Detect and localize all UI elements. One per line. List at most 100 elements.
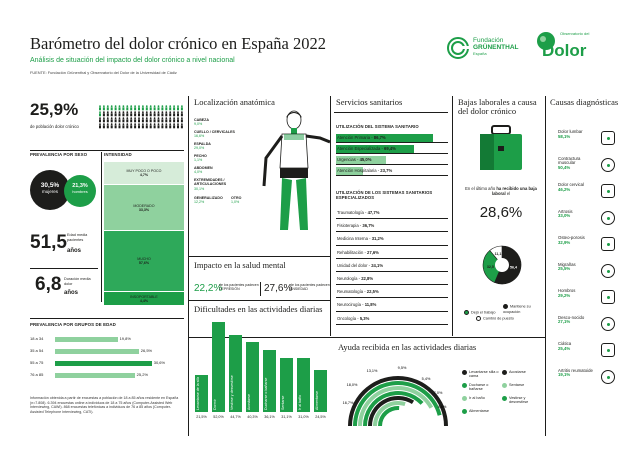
women-value: 30,5% mujeres: [40, 182, 60, 194]
help-legend-item: Vestirse y desvestirse: [502, 396, 542, 405]
service-bar: [336, 134, 434, 142]
person-icon: [149, 111, 152, 117]
person-icon: [180, 111, 183, 117]
page-subtitle: Análisis de situación del impacto del do…: [30, 57, 235, 64]
location-label: PECHO: [194, 154, 207, 158]
legend-label: Acostarse: [509, 370, 526, 374]
location-value: 29,0%: [194, 146, 205, 151]
depression-label: de los pacientes padecen DEPRESIÓN: [219, 283, 259, 292]
person-icon: [149, 117, 152, 123]
cause-highlight: [607, 243, 610, 246]
cause-highlight: [607, 296, 610, 299]
men-value: 21,3% hombres: [72, 183, 88, 194]
service-value: 47,7%: [367, 210, 380, 215]
cause-highlight: [607, 349, 610, 352]
age-group-label: 55 a 75: [30, 360, 44, 365]
difficulty-value: 31,0%: [298, 415, 309, 419]
person-icon: [99, 117, 101, 123]
leave-legend-item: Dejó el trabajo: [464, 309, 503, 316]
person-icon: [134, 111, 137, 117]
age-group-value: 26,5%: [140, 348, 153, 353]
person-icon: [106, 105, 109, 111]
cause-value: 33,0%: [558, 213, 571, 219]
help-radial-chart: 16,7% 18,0% 13,1% 9,5% 5,4% 7,0% 4,6%: [343, 366, 448, 426]
legend-dot: [462, 383, 467, 388]
service-value: 24,1%: [371, 262, 384, 268]
service-value: 23,7%: [380, 168, 393, 173]
depression-value: 22,2%: [194, 283, 223, 294]
help-arc: [373, 401, 406, 426]
age-group-row: 76 a 85 25,2%: [30, 371, 186, 380]
intensity-blocks: MUY POCO O POCO 4,7% MODERADO 33,3% MUCHO 57,…: [104, 162, 184, 305]
cause-item: Dolor cervical 46,2%: [558, 182, 598, 193]
row-divider: [188, 300, 330, 301]
help-value: 13,1%: [367, 369, 378, 373]
cause-item: Artrosis 33,0%: [558, 209, 598, 220]
person-icon: [118, 123, 121, 129]
person-icon: [102, 105, 105, 111]
difficulty-label: Dormir: [212, 399, 217, 410]
person-icon: [99, 111, 101, 117]
cause-highlight: [607, 137, 610, 140]
person-icon: [149, 123, 152, 129]
location-label: EXTREMIDADES / ARTICULACIONES: [194, 178, 227, 187]
grunenthal-logo-text: Fundación GRÜNENTHAL España: [473, 37, 519, 56]
legend-label: Ducharse o bañarse: [469, 383, 489, 392]
cause-body-icon: [601, 210, 615, 225]
women-circle: [30, 170, 70, 210]
donut-hole: [495, 258, 509, 272]
causes-title: Causas diagnósticas: [550, 97, 619, 107]
donut-label: 32,5: [487, 265, 494, 269]
service-row: Urgencias - 45,0%: [336, 156, 448, 165]
location-value: 4,0%: [194, 170, 203, 175]
cause-highlight: [607, 269, 610, 273]
person-icon: [106, 111, 109, 117]
help-title: Ayuda recibida en las actividades diaria…: [338, 342, 477, 352]
help-legend-item: Levantarse silla o cama: [462, 370, 502, 379]
help-value: 18,0%: [347, 383, 358, 387]
prevalence-label: de población dolor crónico: [30, 124, 79, 129]
location-item: PECHO 1,1%: [194, 154, 252, 163]
person-icon: [134, 117, 137, 123]
person-icon: [106, 123, 109, 129]
sick-leave-value: 28,6%: [479, 204, 523, 221]
age-group-bar: [55, 337, 118, 342]
person-icon: [126, 105, 129, 111]
donut-label: 56,4: [510, 266, 517, 270]
location-item: ESPALDA 29,0%: [194, 142, 252, 151]
service-name: Unidad del dolor -: [337, 262, 372, 268]
difficulty-bar: Levantarse de la silla o la cama: [195, 374, 208, 412]
person-icon: [169, 105, 172, 111]
age-group-label: 18 a 34: [30, 336, 44, 341]
legend-dot: [462, 396, 467, 401]
briefcase-icon: [480, 125, 522, 170]
location-value: 16,6%: [194, 134, 205, 139]
person-icon: [145, 105, 148, 111]
row-divider: [30, 318, 184, 319]
cause-item: Artritis reumatoide 19,1%: [558, 368, 598, 379]
service-value: 69,4%: [384, 146, 396, 151]
person-icon: [126, 123, 129, 129]
difficulty-label: Ir al baño: [297, 395, 302, 410]
person-icon: [138, 111, 140, 117]
row-divider: [30, 150, 184, 151]
anxiety-label: de los pacientes padecen ANSIEDAD: [290, 283, 330, 292]
population-pictogram: [98, 105, 184, 129]
service-label: Traumatología - 47,7%: [337, 208, 379, 218]
service-row: Atención Especializada - 69,4%: [336, 145, 448, 154]
column-divider: [330, 96, 331, 336]
cause-body-icon: [601, 343, 615, 357]
person-icon: [153, 111, 156, 117]
location-value: 30,1%: [194, 186, 205, 191]
person-icon: [157, 105, 160, 111]
person-icon: [153, 117, 156, 123]
intensity-label: INSOPORTABLE: [130, 294, 158, 299]
person-icon: [180, 117, 183, 123]
duration-label: Duración media dolor: [64, 277, 91, 286]
service-row: Unidad del dolor - 24,1%: [336, 261, 448, 272]
column-divider: [545, 96, 546, 436]
help-chart: 16,7% 18,0% 13,1% 9,5% 5,4% 7,0% 4,6%: [342, 364, 454, 431]
person-icon: [165, 117, 168, 123]
cause-highlight: [607, 216, 610, 220]
grunenthal-logo: [444, 36, 472, 61]
